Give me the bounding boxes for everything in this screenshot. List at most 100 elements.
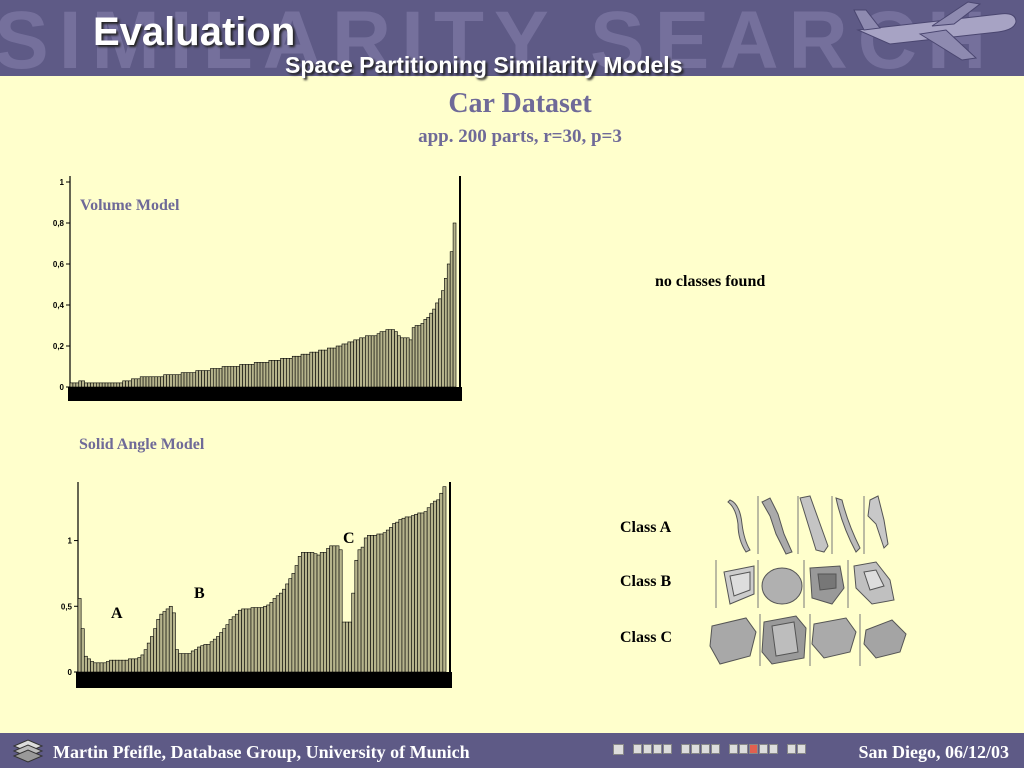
bar xyxy=(72,382,77,388)
bar xyxy=(192,372,197,388)
bar xyxy=(286,358,290,388)
bar xyxy=(347,341,352,388)
volume-model-chart: 0 0,2 0,4 0,6 0,8 1 xyxy=(53,176,462,401)
bar xyxy=(291,355,296,388)
bar xyxy=(136,378,141,388)
bar xyxy=(207,370,211,388)
nav-section-2[interactable] xyxy=(681,744,720,755)
bar xyxy=(163,374,167,388)
bar xyxy=(241,608,246,673)
bar xyxy=(168,605,173,673)
nav-section-4[interactable] xyxy=(787,744,806,755)
bar xyxy=(350,341,354,388)
class-a-part-3 xyxy=(799,495,829,553)
bar xyxy=(90,661,95,673)
class-b-label: Class B xyxy=(620,573,672,590)
bar xyxy=(312,351,316,388)
bar xyxy=(178,653,183,673)
bar xyxy=(251,364,255,388)
dataset-title: Car Dataset xyxy=(448,88,592,119)
bar xyxy=(145,376,150,388)
bar xyxy=(134,658,139,673)
bar xyxy=(329,347,334,388)
bar xyxy=(244,608,249,673)
bar xyxy=(429,312,433,388)
nav-section-1[interactable] xyxy=(633,744,672,755)
bar xyxy=(280,358,284,388)
bar xyxy=(137,657,142,673)
bar xyxy=(233,366,237,388)
bar xyxy=(271,360,275,388)
bar xyxy=(181,653,186,673)
bar xyxy=(442,486,447,673)
bar xyxy=(310,552,315,673)
bar xyxy=(404,516,409,673)
bar xyxy=(131,658,135,673)
nav-home-button[interactable] xyxy=(613,744,624,755)
bar xyxy=(397,335,401,388)
class-b-part-4 xyxy=(853,561,895,605)
bar xyxy=(403,337,407,388)
nav-section-3[interactable] xyxy=(729,744,778,755)
bar xyxy=(405,337,410,388)
bar xyxy=(313,553,318,673)
bar xyxy=(268,360,273,388)
bar xyxy=(87,658,91,673)
bar xyxy=(169,374,173,388)
bar xyxy=(408,339,413,388)
solid-angle-model-chart-title: Solid Angle Model xyxy=(79,436,205,453)
bar xyxy=(417,325,422,388)
bar xyxy=(113,382,118,388)
bar xyxy=(335,545,340,673)
bar xyxy=(323,552,327,673)
bar xyxy=(388,329,392,388)
bar xyxy=(99,662,104,673)
marker-a: A xyxy=(111,605,123,622)
bar xyxy=(154,376,159,388)
bar xyxy=(156,619,161,673)
class-b-part-2 xyxy=(761,567,803,605)
bar xyxy=(435,302,439,388)
footer-bar xyxy=(0,733,1024,768)
bar xyxy=(160,376,164,388)
bar xyxy=(231,616,236,673)
bar xyxy=(266,604,271,673)
bar xyxy=(166,374,170,388)
bar xyxy=(190,650,195,673)
bar xyxy=(248,364,252,388)
bar xyxy=(128,658,132,673)
bar xyxy=(309,351,314,388)
bar xyxy=(148,376,153,388)
banner-watermark: SIMILARITY SEARCH ON CAD DATA xyxy=(0,0,1024,76)
y-tick-label: 0 xyxy=(68,668,73,677)
bar xyxy=(172,612,176,673)
bar xyxy=(210,368,214,388)
bar xyxy=(348,621,352,673)
bar xyxy=(414,325,419,388)
bar xyxy=(433,500,437,673)
page-subtitle: Space Partitioning Similarity Models xyxy=(285,52,683,78)
marker-c: C xyxy=(343,530,355,547)
bar xyxy=(110,382,115,388)
bar xyxy=(385,529,390,673)
bar xyxy=(174,374,179,388)
bar xyxy=(157,376,161,388)
bar xyxy=(212,638,217,673)
bar xyxy=(142,376,147,388)
bar xyxy=(432,308,436,388)
bar xyxy=(367,535,371,673)
bar xyxy=(373,535,378,673)
bar xyxy=(321,349,325,388)
y-tick-label: 0,8 xyxy=(53,219,65,228)
bar xyxy=(109,659,113,673)
bar xyxy=(423,319,428,388)
bar xyxy=(426,317,430,388)
bar xyxy=(115,659,120,673)
bar xyxy=(146,642,151,673)
dataset-params: app. 200 parts, r=30, p=3 xyxy=(418,126,622,147)
bar xyxy=(87,382,91,388)
bar xyxy=(116,382,121,388)
bar xyxy=(318,349,322,388)
bar xyxy=(283,358,287,388)
bar xyxy=(297,556,302,673)
